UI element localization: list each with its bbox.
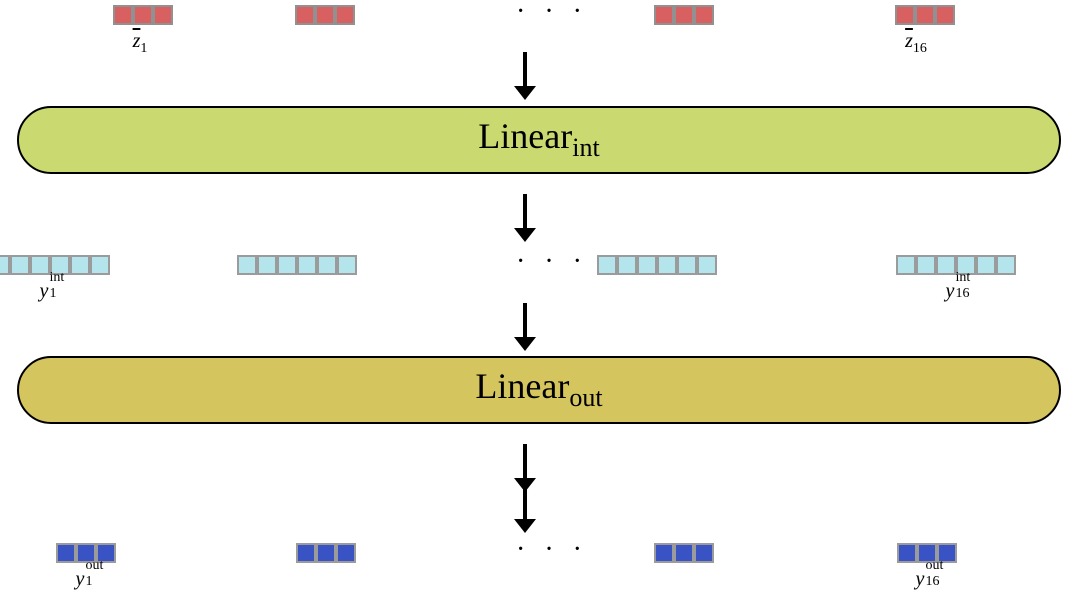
arrow-1 [512, 52, 538, 100]
blue-group-3 [654, 543, 714, 563]
vector-cell [295, 5, 315, 25]
cyan-group-3 [597, 255, 717, 275]
vector-cell [337, 255, 357, 275]
linear-out-block: Linearout [17, 356, 1061, 424]
vector-cell [996, 255, 1016, 275]
cyan-group-2 [237, 255, 357, 275]
vector-cell [936, 255, 956, 275]
label-y1-int: yint1 [14, 280, 74, 303]
label-y16-out: yout16 [890, 568, 950, 591]
vector-cell [90, 255, 110, 275]
vector-cell [316, 543, 336, 563]
vector-cell [674, 5, 694, 25]
red-group-1 [113, 5, 173, 25]
cyan-dots: · · · [516, 246, 588, 278]
label-z1: z1 [110, 30, 170, 57]
vector-cell [654, 543, 674, 563]
vector-cell [317, 255, 337, 275]
vector-cell [976, 255, 996, 275]
vector-cell [915, 5, 935, 25]
vector-cell [694, 543, 714, 563]
vector-cell [654, 5, 674, 25]
vector-cell [56, 543, 76, 563]
vector-cell [153, 5, 173, 25]
vector-cell [297, 255, 317, 275]
vector-cell [113, 5, 133, 25]
vector-cell [257, 255, 277, 275]
vector-cell [674, 543, 694, 563]
vector-cell [916, 255, 936, 275]
vector-cell [637, 255, 657, 275]
vector-cell [237, 255, 257, 275]
arrow-3 [512, 303, 538, 351]
red-group-3 [654, 5, 714, 25]
vector-cell [657, 255, 677, 275]
red-group-4 [895, 5, 955, 25]
vector-cell [697, 255, 717, 275]
vector-cell [597, 255, 617, 275]
arrow-2 [512, 194, 538, 242]
vector-cell [336, 543, 356, 563]
vector-cell [296, 543, 316, 563]
vector-cell [277, 255, 297, 275]
label-z16: z16 [886, 30, 946, 57]
vector-cell [617, 255, 637, 275]
blue-dots: · · · [516, 534, 588, 566]
red-dots: · · · [516, 0, 588, 28]
vector-cell [70, 255, 90, 275]
red-group-2 [295, 5, 355, 25]
linear-int-block: Linearint [17, 106, 1061, 174]
label-y16-int: yint16 [920, 280, 980, 303]
vector-cell [895, 5, 915, 25]
vector-cell [0, 255, 10, 275]
diagram-canvas: · · · z1 z16 Linearint · · · yint1 yint1… [0, 0, 1080, 598]
vector-cell [896, 255, 916, 275]
vector-cell [133, 5, 153, 25]
vector-cell [315, 5, 335, 25]
vector-cell [694, 5, 714, 25]
vector-cell [10, 255, 30, 275]
vector-cell [935, 5, 955, 25]
vector-cell [335, 5, 355, 25]
label-y1-out: yout1 [50, 568, 110, 591]
blue-group-2 [296, 543, 356, 563]
vector-cell [30, 255, 50, 275]
vector-cell [677, 255, 697, 275]
vector-cell [897, 543, 917, 563]
arrow-5 [512, 485, 538, 533]
